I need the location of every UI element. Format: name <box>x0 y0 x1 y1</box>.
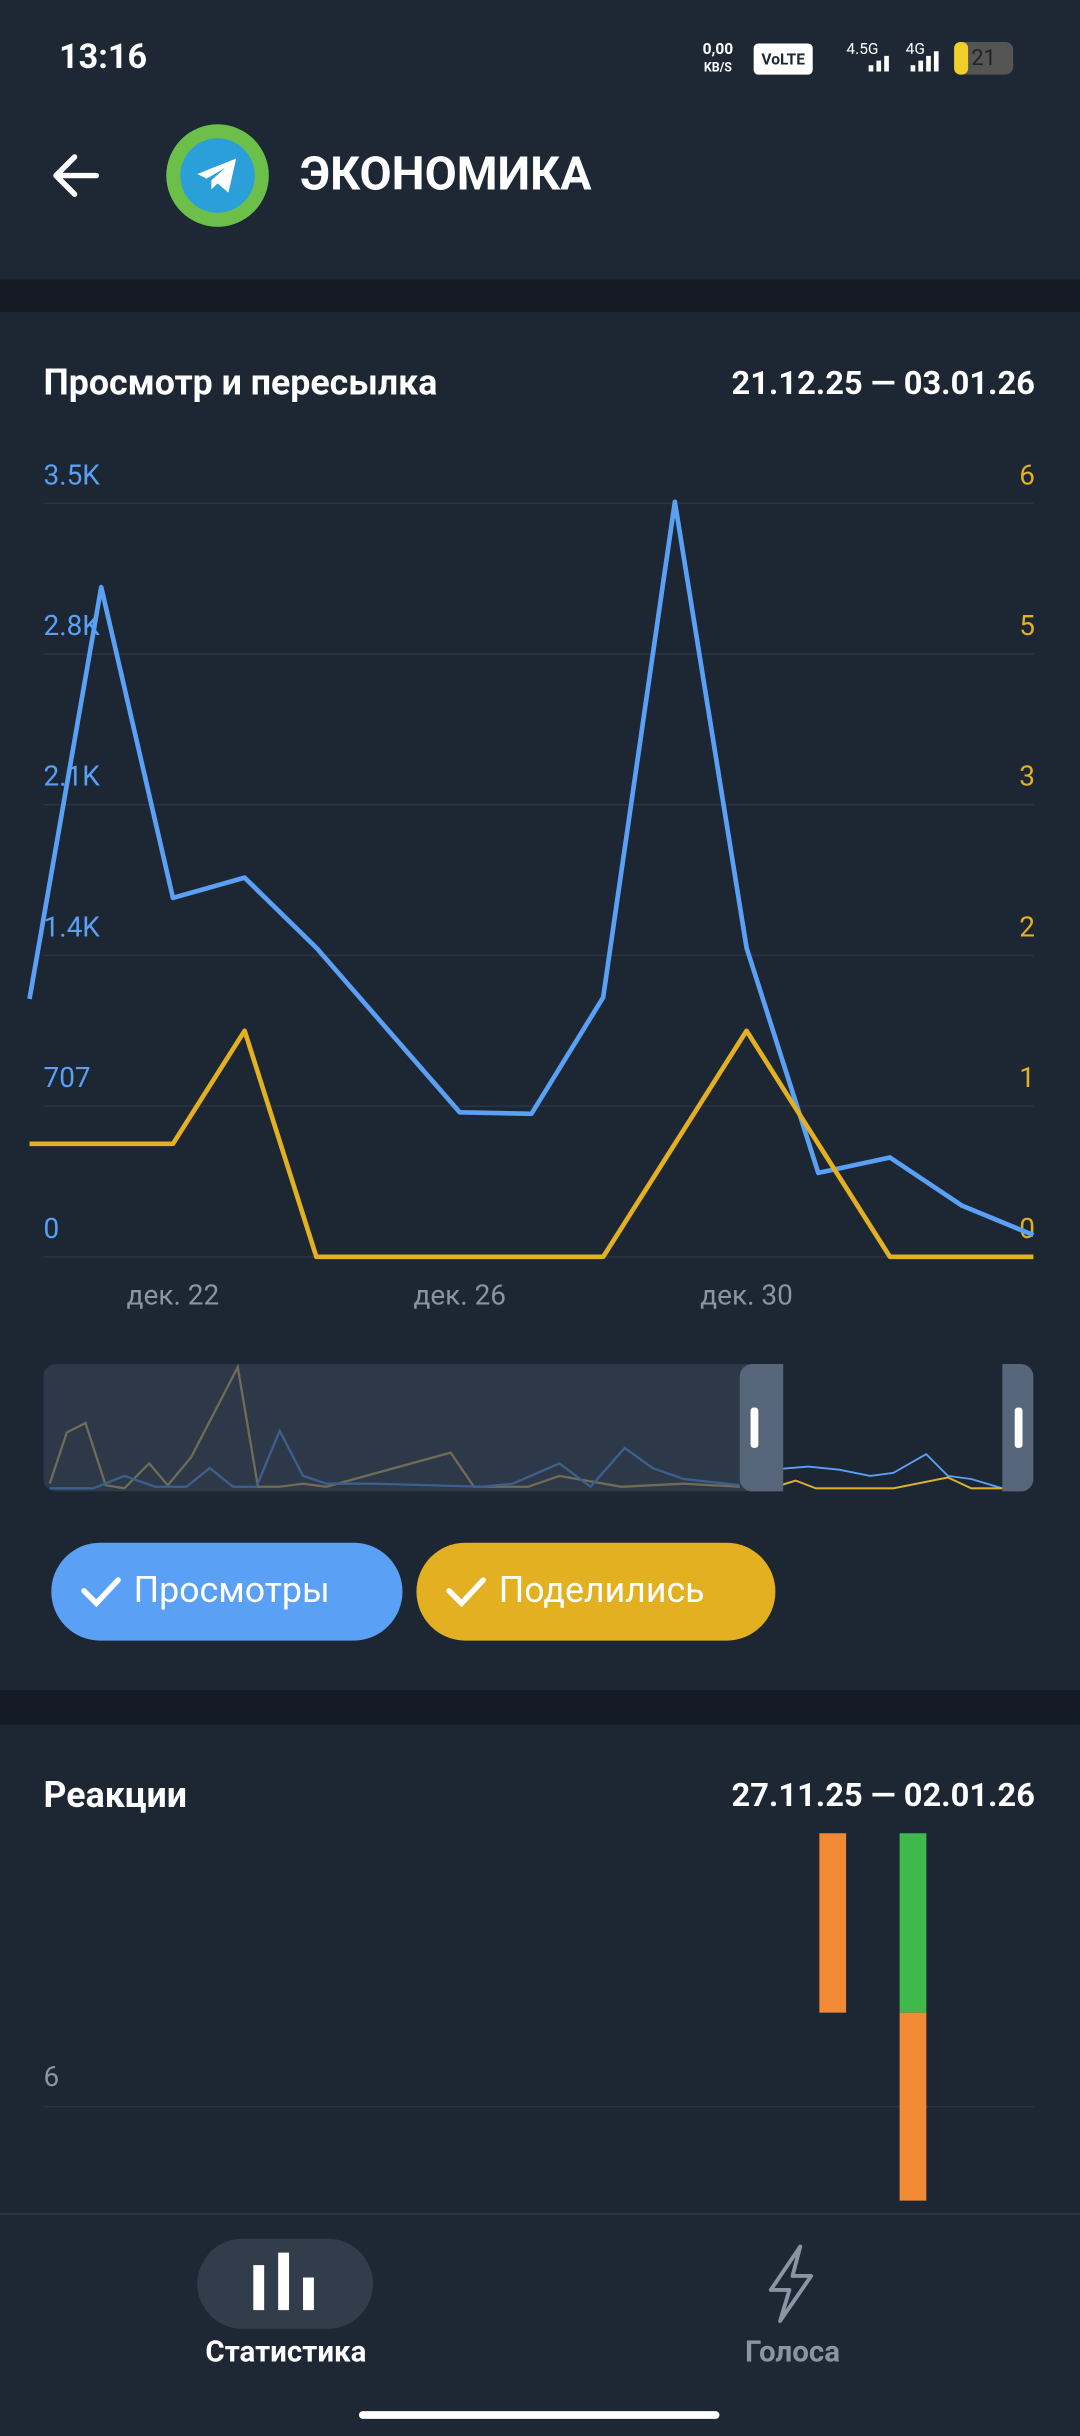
y2-tick-label: 1 <box>1019 1061 1035 1094</box>
nav-label[interactable]: Статистика <box>205 2335 366 2369</box>
legend-toggle[interactable] <box>416 1542 776 1641</box>
y2-tick-label: 3 <box>1019 760 1035 793</box>
back-button[interactable] <box>53 154 100 197</box>
signal-icon <box>868 55 889 72</box>
separator <box>0 1690 1080 1725</box>
header-bg <box>0 0 1080 280</box>
y-tick-label: 707 <box>44 1061 91 1094</box>
time: 13:16 <box>59 37 147 77</box>
legend-label[interactable]: Просмотры <box>134 1569 330 1611</box>
x-tick-label: дек. 26 <box>413 1279 506 1312</box>
y2-tick-label: 6 <box>1019 458 1035 491</box>
separator <box>0 279 1080 313</box>
handle-grip <box>750 1407 759 1448</box>
battery <box>954 41 1014 75</box>
net-1: 4.5G <box>846 40 878 58</box>
navigator-preview <box>48 1363 740 1490</box>
y-tick-label: 0 <box>44 1212 60 1245</box>
y2-tick-label: 5 <box>1019 609 1035 642</box>
channel-title: ЭКОНОМИКА <box>300 147 592 201</box>
bar-segment <box>899 2012 927 2201</box>
chart-title: Просмотр и пересылка <box>44 362 438 404</box>
home-indicator <box>358 2411 720 2419</box>
y-tick-label: 3.5K <box>44 458 101 491</box>
check-icon <box>446 1577 486 1608</box>
battery-text: 21 <box>971 46 995 71</box>
navigator-preview <box>770 1476 1003 1490</box>
volte-badge <box>753 43 813 75</box>
bar-segment <box>819 1833 847 2013</box>
battery-level <box>954 41 969 75</box>
check-icon <box>81 1577 121 1608</box>
votes-icon <box>768 2244 814 2323</box>
series-line <box>27 499 1035 1238</box>
legend-toggle[interactable] <box>51 1542 403 1641</box>
net-2: 4G <box>906 40 925 58</box>
navigator-handle[interactable] <box>739 1364 784 1492</box>
volte: VoLTE <box>761 51 805 69</box>
navigator-preview <box>49 1428 740 1490</box>
date-range: 27.11.25 — 02.01.26 <box>732 1776 1035 1814</box>
series-line <box>29 1028 1034 1260</box>
y-tick-label: 1.4K <box>44 910 101 943</box>
handle-grip <box>1014 1407 1023 1448</box>
signal-icon <box>910 51 939 72</box>
y2-tick-label: 2 <box>1019 910 1035 943</box>
y-tick-label: 6 <box>44 2060 60 2093</box>
legend-label[interactable]: Поделились <box>499 1569 705 1611</box>
chart-title: Реакции <box>44 1774 188 1816</box>
nav-label[interactable]: Голоса <box>745 2335 840 2369</box>
bottom-nav <box>0 2213 1080 2436</box>
stats-icon <box>253 2252 314 2311</box>
speed-unit: KB/S <box>704 61 732 76</box>
x-tick-label: дек. 30 <box>700 1279 793 1312</box>
x-tick-label: дек. 22 <box>127 1279 220 1312</box>
speed: 0,00 <box>703 40 734 58</box>
telegram-icon <box>197 158 237 193</box>
date-range: 21.12.25 — 03.01.26 <box>732 364 1035 402</box>
bar-segment <box>899 1833 927 2013</box>
navigator-window[interactable] <box>739 1364 1034 1492</box>
